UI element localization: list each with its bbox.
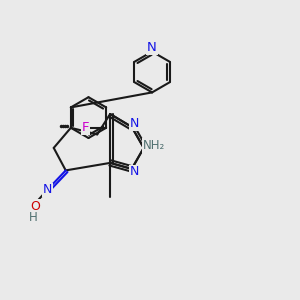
Text: N: N (130, 117, 140, 130)
Text: N: N (147, 41, 157, 54)
Text: O: O (30, 200, 40, 213)
Text: H: H (29, 211, 38, 224)
Text: NH₂: NH₂ (143, 139, 165, 152)
Text: N: N (130, 165, 140, 178)
Text: F: F (82, 121, 89, 134)
Text: N: N (42, 183, 52, 196)
